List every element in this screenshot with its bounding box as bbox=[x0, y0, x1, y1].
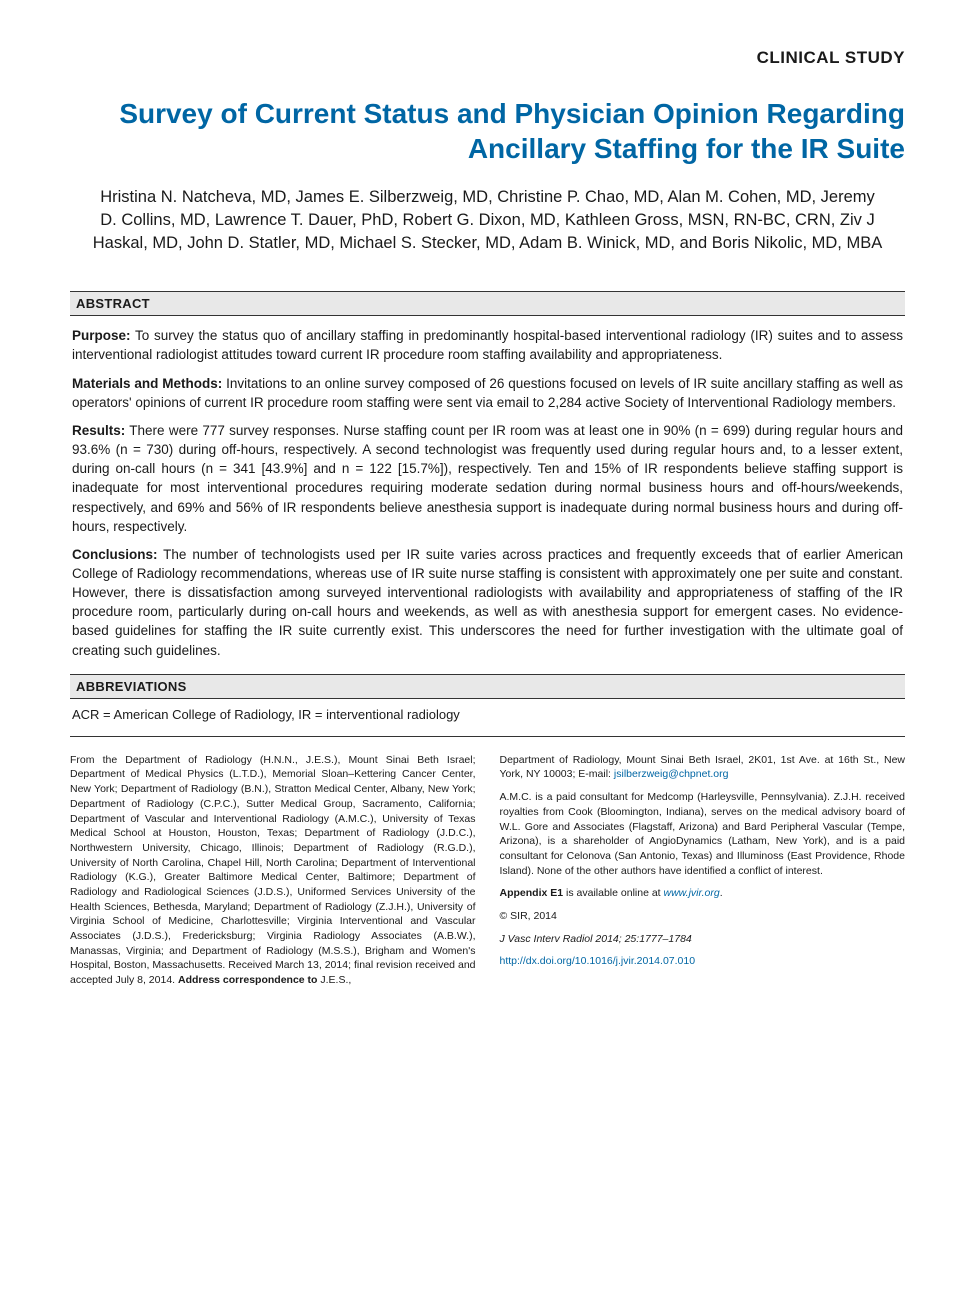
address-tail: J.E.S., bbox=[317, 974, 351, 986]
abstract-conclusions: Conclusions: The number of technologists… bbox=[72, 545, 903, 660]
appendix-note: Appendix E1 is available online at www.j… bbox=[500, 886, 906, 901]
correspondence-email-link[interactable]: jsilberzweig@chpnet.org bbox=[614, 768, 729, 780]
divider bbox=[70, 736, 905, 737]
copyright: © SIR, 2014 bbox=[500, 909, 906, 924]
footnotes-left-column: From the Department of Radiology (H.N.N.… bbox=[70, 753, 476, 988]
abstract-results: Results: There were 777 survey responses… bbox=[72, 421, 903, 536]
appendix-link[interactable]: www.jvir.org bbox=[664, 887, 720, 899]
conflict-of-interest: A.M.C. is a paid consultant for Medcomp … bbox=[500, 790, 906, 878]
abstract-body: Purpose: To survey the status quo of anc… bbox=[70, 316, 905, 674]
abstract-purpose: Purpose: To survey the status quo of anc… bbox=[72, 326, 903, 364]
purpose-text: To survey the status quo of ancillary st… bbox=[72, 328, 903, 362]
doi-paragraph: http://dx.doi.org/10.1016/j.jvir.2014.07… bbox=[500, 954, 906, 969]
abbreviations-heading: ABBREVIATIONS bbox=[70, 675, 905, 698]
appendix-text: is available online at bbox=[563, 887, 663, 899]
abbreviations-body: ACR = American College of Radiology, IR … bbox=[70, 699, 905, 736]
appendix-period: . bbox=[720, 887, 723, 899]
conclusions-text: The number of technologists used per IR … bbox=[72, 547, 903, 658]
journal-citation: J Vasc Interv Radiol 2014; 25:1777–1784 bbox=[500, 932, 906, 947]
address-label: Address correspondence to bbox=[178, 974, 317, 986]
doi-link[interactable]: http://dx.doi.org/10.1016/j.jvir.2014.07… bbox=[500, 955, 696, 967]
correspondence-address: Department of Radiology, Mount Sinai Bet… bbox=[500, 753, 906, 782]
abstract-methods: Materials and Methods: Invitations to an… bbox=[72, 374, 903, 412]
appendix-label: Appendix E1 bbox=[500, 887, 564, 899]
results-text: There were 777 survey responses. Nurse s… bbox=[72, 423, 903, 534]
authors-list: Hristina N. Natcheva, MD, James E. Silbe… bbox=[70, 186, 905, 255]
section-label: CLINICAL STUDY bbox=[70, 48, 905, 68]
abstract-heading: ABSTRACT bbox=[70, 292, 905, 315]
purpose-label: Purpose: bbox=[72, 328, 131, 343]
methods-label: Materials and Methods: bbox=[72, 376, 222, 391]
article-title: Survey of Current Status and Physician O… bbox=[70, 96, 905, 166]
footnotes-right-column: Department of Radiology, Mount Sinai Bet… bbox=[500, 753, 906, 988]
conclusions-label: Conclusions: bbox=[72, 547, 158, 562]
affiliations-text: From the Department of Radiology (H.N.N.… bbox=[70, 754, 476, 986]
results-label: Results: bbox=[72, 423, 125, 438]
affiliations-paragraph: From the Department of Radiology (H.N.N.… bbox=[70, 753, 476, 988]
footnotes: From the Department of Radiology (H.N.N.… bbox=[70, 753, 905, 988]
